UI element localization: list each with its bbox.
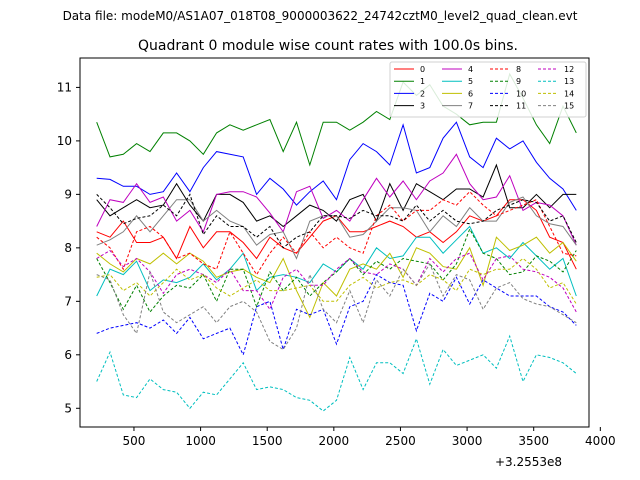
legend-label-0: 0	[420, 65, 425, 74]
legend-label-6: 6	[468, 89, 473, 98]
legend-label-5: 5	[468, 77, 473, 86]
legend-label-9: 9	[516, 77, 521, 86]
x-tick-label: 3500	[518, 434, 549, 448]
legend-label-11: 11	[516, 102, 526, 111]
series-line-2	[96, 121, 577, 211]
plot-frame	[79, 57, 590, 428]
legend-label-15: 15	[564, 102, 574, 111]
legend-label-13: 13	[564, 77, 574, 86]
series-line-8	[96, 190, 577, 276]
legend-label-3: 3	[420, 102, 425, 111]
series-line-4	[96, 153, 577, 246]
legend-label-4: 4	[468, 65, 473, 74]
series-line-3	[96, 163, 577, 228]
series-line-6	[96, 236, 577, 319]
y-tick-label: 5	[64, 401, 72, 415]
legend-label-2: 2	[420, 89, 425, 98]
legend-label-7: 7	[468, 102, 473, 111]
legend-label-12: 12	[564, 65, 574, 74]
x-tick-label: 500	[123, 434, 146, 448]
series-line-10	[96, 273, 577, 357]
series-layer	[96, 72, 577, 412]
chart-title: Quadrant 0 module wise count rates with …	[138, 38, 518, 54]
x-tick-label: 2000	[319, 434, 350, 448]
y-tick-label: 11	[57, 80, 72, 94]
y-tick-label: 10	[57, 134, 72, 148]
legend-label-14: 14	[564, 89, 574, 98]
series-line-11	[96, 193, 577, 249]
x-tick-label: 4000	[585, 434, 616, 448]
series-line-15	[96, 262, 577, 351]
series-line-14	[96, 257, 577, 305]
y-tick-label: 7	[64, 294, 72, 308]
y-tick-label: 9	[64, 187, 72, 201]
legend-box	[389, 61, 587, 118]
legend-label-10: 10	[516, 89, 526, 98]
x-tick-label: 1000	[185, 434, 216, 448]
series-line-9	[96, 227, 577, 313]
y-tick-label: 8	[64, 241, 72, 255]
x-tick-label: 3000	[452, 434, 483, 448]
x-offset-label: +3.2553e8	[495, 455, 562, 469]
x-tick-label: 1500	[252, 434, 283, 448]
x-tick-label: 2500	[385, 434, 416, 448]
legend-label-8: 8	[516, 65, 521, 74]
series-line-1	[96, 72, 577, 167]
y-tick-label: 6	[64, 348, 72, 362]
suptitle: Data file: modeM0/AS1A07_018T08_90000036…	[63, 9, 578, 23]
series-line-13	[96, 334, 577, 412]
legend-label-1: 1	[420, 77, 425, 86]
